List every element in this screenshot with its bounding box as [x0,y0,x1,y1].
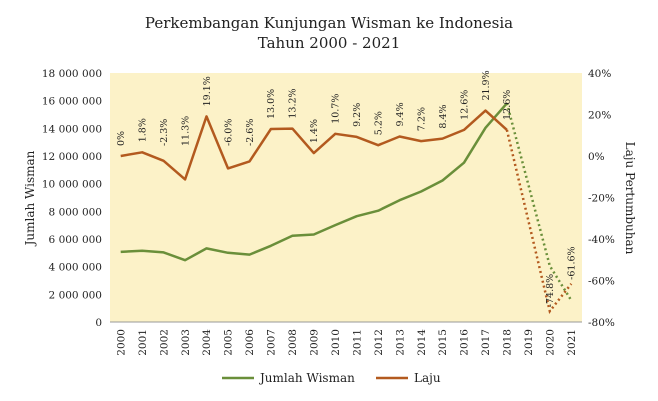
x-tick-label: 2001 [137,329,149,356]
x-tick-label: 2010 [330,329,342,356]
laju-data-label: 13.2% [288,88,299,118]
laju-data-label: 12.6% [502,90,513,120]
laju-data-label: 9.2% [352,103,363,127]
laju-data-label: 13.0% [266,89,277,119]
plot-area [110,73,582,322]
x-axis-ticks: 2000 2001 2002 2003 2004 2005 2006 2007 2008 2009… [115,329,578,356]
right-tick-label: 0% [588,151,605,163]
chart-title: Perkembangan Kunjungan Wisman ke Indones… [145,14,513,32]
laju-data-label: 21.9% [481,70,492,100]
right-tick-label: -40% [588,234,615,246]
right-axis-ticks: -80% -60% -40% -20% 0% 20% 40% [588,68,615,329]
laju-data-label: 11.3% [180,116,191,146]
x-tick-label: 2018 [502,329,514,356]
laju-data-label: 19.1% [202,76,213,106]
left-tick-label: 0 [95,317,102,329]
x-tick-label: 2021 [566,329,578,356]
laju-data-label: 5.2% [374,111,385,135]
left-tick-label: 4 000 000 [49,262,102,274]
left-tick-label: 2 000 000 [49,289,102,301]
x-tick-label: 2005 [223,329,235,356]
legend-label-jumlah-wisman: Jumlah Wisman [258,371,355,385]
left-tick-label: 12 000 000 [42,151,102,163]
laju-data-label: 9.4% [395,102,406,126]
x-tick-label: 2020 [544,329,556,356]
laju-data-label: -6.0% [223,119,234,146]
y-axis-label-right: Laju Pertumbuhan [623,142,637,255]
laju-data-label: 8.4% [438,104,449,128]
laju-line-dotted [505,129,573,315]
laju-data-label: 1.4% [309,119,320,143]
jumlah-wisman-line-solid [120,102,508,262]
series-laju [120,109,573,315]
right-tick-label: -60% [588,276,615,288]
laju-data-label: 10.7% [331,94,342,124]
right-tick-label: -80% [588,317,615,329]
legend-item-jumlah-wisman: Jumlah Wisman [222,371,355,385]
laju-data-label: 0% [116,131,127,146]
laju-data-label: 12.6% [459,90,470,120]
x-tick-label: 2003 [180,329,192,356]
x-tick-label: 2014 [416,329,428,356]
x-tick-label: 2000 [115,329,127,356]
left-tick-label: 18 000 000 [42,68,102,80]
left-tick-label: 10 000 000 [42,179,102,191]
x-tick-label: 2007 [266,329,278,356]
legend: Jumlah Wisman Laju [222,371,441,385]
x-tick-label: 2006 [244,329,256,356]
right-tick-label: -20% [588,193,615,205]
x-tick-label: 2017 [480,329,492,356]
x-tick-label: 2004 [201,329,213,356]
chart-subtitle: Tahun 2000 - 2021 [258,34,401,52]
laju-data-label: 7.2% [416,107,427,131]
left-tick-label: 14 000 000 [42,123,102,135]
x-tick-label: 2008 [287,329,299,356]
right-tick-label: 40% [588,68,611,80]
x-tick-label: 2019 [523,329,535,356]
x-tick-label: 2002 [158,329,170,356]
legend-item-laju: Laju [376,371,441,385]
series-jumlah-wisman [120,102,573,302]
laju-data-label: -2.3% [159,119,170,146]
left-tick-label: 16 000 000 [42,96,102,108]
left-tick-label: 6 000 000 [49,234,102,246]
right-tick-label: 20% [588,110,611,122]
laju-data-label: -74.8% [545,274,556,307]
laju-data-label: -61.6% [567,246,578,279]
laju-line-solid [120,109,508,181]
left-axis-ticks: 0 2 000 000 4 000 000 6 000 000 8 000 000 10 … [42,68,102,329]
y-axis-label-left: Jumlah Wisman [23,150,37,247]
x-tick-label: 2009 [308,329,320,356]
x-tick-label: 2015 [437,329,449,356]
x-tick-label: 2012 [373,329,385,356]
laju-data-label: -2.6% [245,119,256,146]
left-tick-label: 8 000 000 [49,206,102,218]
x-tick-label: 2013 [394,329,406,356]
legend-label-laju: Laju [414,371,441,385]
laju-data-label: 1.8% [138,118,149,142]
jumlah-wisman-line-dotted [505,102,573,302]
x-tick-label: 2011 [351,329,363,356]
laju-data-labels: 0% 1.8% -2.3% 11.3% 19.1% -6.0% -2.6% 13.0% 13.2… [116,70,578,307]
x-tick-label: 2016 [459,329,471,356]
